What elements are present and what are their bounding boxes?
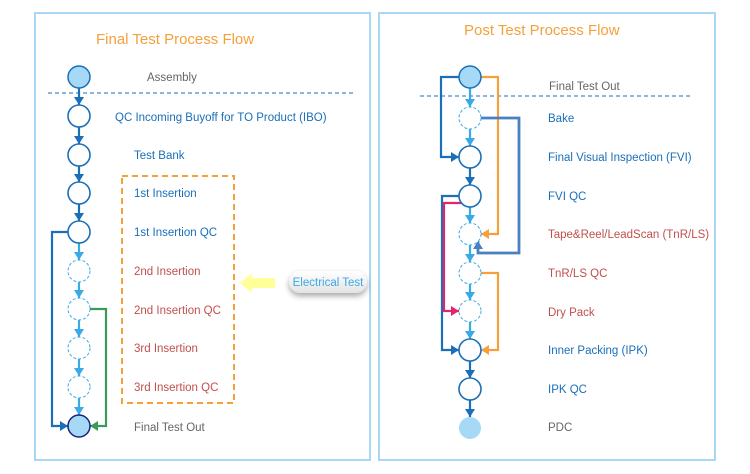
right-fvi-qc-to-ipk — [440, 194, 459, 352]
right_panel-connector-6-arrowhead — [465, 292, 475, 300]
right-skip-to-tnr-arrowhead — [481, 229, 489, 239]
left-skip-to-final-test-out-arrowhead — [60, 421, 68, 431]
left_panel-connector-2-arrowhead — [74, 136, 84, 144]
right_panel-connector-8-arrowhead — [465, 370, 475, 378]
right-skip-bake — [439, 75, 459, 159]
left_panel-connector-8-arrowhead — [74, 368, 84, 376]
left_panel-node-9 — [67, 414, 91, 438]
left_panel-node-8 — [67, 375, 91, 399]
left_panel-step-label: 1st Insertion QC — [134, 227, 217, 239]
right_panel-step-label: PDC — [548, 422, 572, 434]
left_panel-node-3 — [67, 181, 91, 205]
right-panel-title: Post Test Process Flow — [464, 22, 620, 39]
right_panel-node-8 — [458, 377, 482, 401]
left_panel-step-label: Final Test Out — [134, 422, 206, 434]
right_panel-node-5 — [458, 261, 482, 285]
left_panel-node-7 — [67, 336, 91, 360]
left-skip-after-2nd-insertion-qc-arrowhead — [90, 421, 98, 431]
left-panel-title: Final Test Process Flow — [96, 31, 254, 48]
right-fvi-qc-to-ipk-arrowhead — [451, 345, 459, 355]
right_panel-connector-3-arrowhead — [465, 177, 475, 185]
right_panel-connector-7-arrowhead — [465, 331, 475, 339]
left_panel-step-label: 2nd Insertion QC — [134, 305, 221, 317]
right-fvi-qc-to-dry-pack-arrowhead — [451, 306, 459, 316]
right_panel-step-label: Bake — [548, 113, 574, 125]
left_panel-connector-3-arrowhead — [74, 174, 84, 182]
right_panel-step-label: Dry Pack — [548, 307, 595, 319]
right_panel-connector-5-arrowhead — [465, 254, 475, 262]
right_panel-step-label: IPK QC — [548, 384, 587, 396]
left_panel-step-label: 2nd Insertion — [134, 266, 201, 278]
left_panel-connector-4-arrowhead — [74, 213, 84, 221]
left_panel-connector-5-arrowhead — [74, 252, 84, 260]
right_panel-node-7 — [458, 338, 482, 362]
callout-arrow — [240, 273, 275, 293]
right_panel-connector-2-arrowhead — [465, 138, 475, 146]
right_panel-step-label: Inner Packing (IPK) — [548, 345, 648, 357]
left_panel-node-4 — [67, 220, 91, 244]
left_panel-connector-7-arrowhead — [74, 329, 84, 337]
right_panel-connector-1-arrowhead — [465, 99, 475, 107]
left_panel-step-label: 1st Insertion — [134, 188, 197, 200]
left_panel-node-6 — [67, 297, 91, 321]
electrical-test-label: Electrical Test — [293, 277, 365, 289]
left_panel-connector-1-arrowhead — [74, 97, 84, 105]
left-panel — [34, 12, 371, 461]
right_panel-node-4 — [458, 222, 482, 246]
right_panel-step-label: FVI QC — [548, 191, 586, 203]
right-skip-to-tnr — [481, 75, 500, 236]
left_panel-node-0 — [67, 65, 91, 89]
right_panel-step-label: Final Visual Inspection (FVI) — [548, 152, 692, 164]
right_panel-node-9 — [459, 417, 481, 439]
right-bake-to-tnr-arrowhead — [473, 241, 483, 249]
electrical-test-group-box — [121, 175, 235, 404]
left_panel-step-label: Test Bank — [134, 150, 185, 162]
right-tnr-qc-to-ipk-arrowhead — [481, 345, 489, 355]
right_panel-step-label: Tape&Reel/LeadScan (TnR/LS) — [548, 229, 709, 241]
left_panel-node-1 — [67, 104, 91, 128]
right_panel-step-label: TnR/LS QC — [548, 268, 607, 280]
left_panel-node-2 — [67, 143, 91, 167]
right-skip-bake-arrowhead — [451, 152, 459, 162]
right_panel-node-1 — [458, 106, 482, 130]
electrical-test-callout: Electrical Test — [289, 271, 367, 293]
right_panel-connector-4-arrowhead — [465, 215, 475, 223]
left_panel-step-label: QC Incoming Buyoff for TO Product (IBO) — [115, 112, 327, 124]
right_panel-node-2 — [458, 145, 482, 169]
left_panel-step-label: Assembly — [147, 72, 197, 84]
right_panel-node-6 — [458, 299, 482, 323]
right_panel-node-3 — [458, 184, 482, 208]
right_panel-step-label: Final Test Out — [549, 81, 621, 93]
left_panel-step-label: 3rd Insertion QC — [134, 382, 218, 394]
right_panel-node-0 — [458, 65, 482, 89]
right-tnr-qc-to-ipk — [481, 271, 500, 352]
right_panel-connector-9-arrowhead — [465, 409, 475, 417]
left_panel-connector-6-arrowhead — [74, 290, 84, 298]
left_panel-node-5 — [67, 259, 91, 283]
left_panel-connector-9-arrowhead — [74, 407, 84, 415]
left_panel-step-label: 3rd Insertion — [134, 343, 198, 355]
right-panel — [378, 12, 716, 461]
